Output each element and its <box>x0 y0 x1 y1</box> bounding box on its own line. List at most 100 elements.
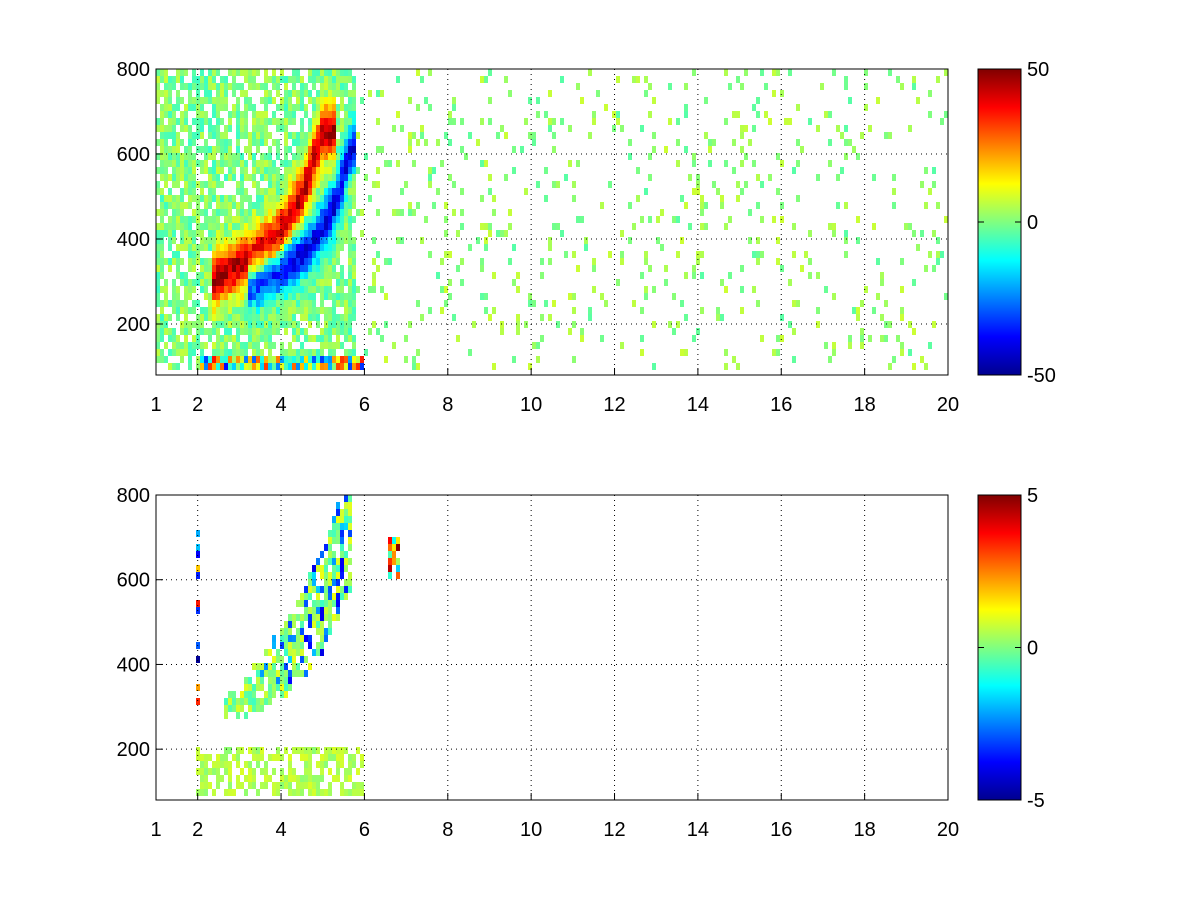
heatmap-cell <box>236 782 240 789</box>
heatmap-cell <box>188 146 192 153</box>
heatmap-cell <box>184 216 188 223</box>
heatmap-cell <box>268 307 272 314</box>
heatmap-cell <box>200 223 204 230</box>
heatmap-cell <box>232 76 236 83</box>
heatmap-cell <box>328 335 332 342</box>
heatmap-cell <box>336 523 340 530</box>
heatmap-cell <box>220 335 224 342</box>
heatmap-cell <box>260 300 264 307</box>
heatmap-cell <box>212 265 216 272</box>
heatmap-cell <box>204 272 208 279</box>
heatmap-cell <box>224 293 228 300</box>
heatmap-cell <box>752 251 756 258</box>
heatmap-cell <box>240 83 244 90</box>
heatmap-cell <box>268 153 272 160</box>
heatmap-cell <box>340 279 344 286</box>
heatmap-cell <box>240 69 244 76</box>
heatmap-cell <box>308 593 312 600</box>
heatmap-cell <box>344 328 348 335</box>
heatmap-cell <box>336 586 340 593</box>
heatmap-cell <box>232 754 236 761</box>
heatmap-cell <box>260 335 264 342</box>
heatmap-cell <box>340 202 344 209</box>
heatmap-cell <box>308 223 312 230</box>
heatmap-cell <box>260 747 264 754</box>
heatmap-cell <box>176 146 180 153</box>
heatmap-cell <box>912 83 916 90</box>
heatmap-cell <box>452 104 456 111</box>
heatmap-cell <box>272 670 276 677</box>
heatmap-cell <box>304 83 308 90</box>
heatmap-cell <box>688 223 692 230</box>
heatmap-cell <box>212 293 216 300</box>
x-tick-label: 4 <box>275 394 286 416</box>
heatmap-cell <box>336 76 340 83</box>
heatmap-cell <box>184 230 188 237</box>
heatmap-cell <box>348 104 352 111</box>
heatmap-cell <box>352 97 356 104</box>
heatmap-cell <box>268 670 272 677</box>
heatmap-cell <box>700 272 704 279</box>
heatmap-cell <box>268 328 272 335</box>
heatmap-cell <box>816 125 820 132</box>
heatmap-cell <box>276 656 280 663</box>
heatmap-cell <box>640 307 644 314</box>
heatmap-cell <box>324 307 328 314</box>
heatmap-cell <box>308 167 312 174</box>
heatmap-cell <box>236 160 240 167</box>
heatmap-cell <box>216 300 220 307</box>
heatmap-cell <box>312 586 316 593</box>
heatmap-cell <box>276 139 280 146</box>
heatmap-cell <box>272 237 276 244</box>
heatmap-cell <box>296 600 300 607</box>
heatmap-cell <box>260 768 264 775</box>
heatmap-cell <box>192 321 196 328</box>
heatmap-cell <box>340 558 344 565</box>
heatmap-cell <box>252 251 256 258</box>
heatmap-cell <box>444 202 448 209</box>
heatmap-cell <box>320 244 324 251</box>
heatmap-cell <box>288 188 292 195</box>
heatmap-cell <box>188 237 192 244</box>
heatmap-cell <box>340 188 344 195</box>
heatmap-cell <box>176 195 180 202</box>
heatmap-cell <box>224 335 228 342</box>
heatmap-cell <box>160 307 164 314</box>
heatmap-cell <box>352 111 356 118</box>
heatmap-cell <box>928 251 932 258</box>
heatmap-cell <box>460 118 464 125</box>
heatmap-cell <box>308 754 312 761</box>
heatmap-cell <box>308 363 312 370</box>
heatmap-cell <box>236 125 240 132</box>
heatmap-cell <box>268 663 272 670</box>
heatmap-cell <box>344 363 348 370</box>
heatmap-cell <box>860 300 864 307</box>
heatmap-cell <box>692 265 696 272</box>
heatmap-cell <box>396 544 400 551</box>
heatmap-cell <box>604 300 608 307</box>
heatmap-cell <box>340 139 344 146</box>
heatmap-cell <box>488 69 492 76</box>
heatmap-cell <box>232 321 236 328</box>
heatmap-cell <box>168 83 172 90</box>
heatmap-cell <box>304 328 308 335</box>
heatmap-cell <box>800 265 804 272</box>
heatmap-cell <box>260 356 264 363</box>
heatmap-cell <box>236 153 240 160</box>
heatmap-cell <box>308 160 312 167</box>
heatmap-cell <box>204 775 208 782</box>
heatmap-cell <box>320 97 324 104</box>
heatmap-cell <box>292 768 296 775</box>
heatmap-cell <box>272 167 276 174</box>
heatmap-cell <box>664 265 668 272</box>
heatmap-cell <box>296 181 300 188</box>
heatmap-cell <box>304 293 308 300</box>
heatmap-cell <box>892 188 896 195</box>
heatmap-cell <box>212 181 216 188</box>
heatmap-cell <box>388 558 392 565</box>
heatmap-cell <box>944 111 948 118</box>
heatmap-cell <box>344 293 348 300</box>
heatmap-cell <box>292 258 296 265</box>
heatmap-cell <box>364 174 368 181</box>
heatmap-cell <box>240 286 244 293</box>
